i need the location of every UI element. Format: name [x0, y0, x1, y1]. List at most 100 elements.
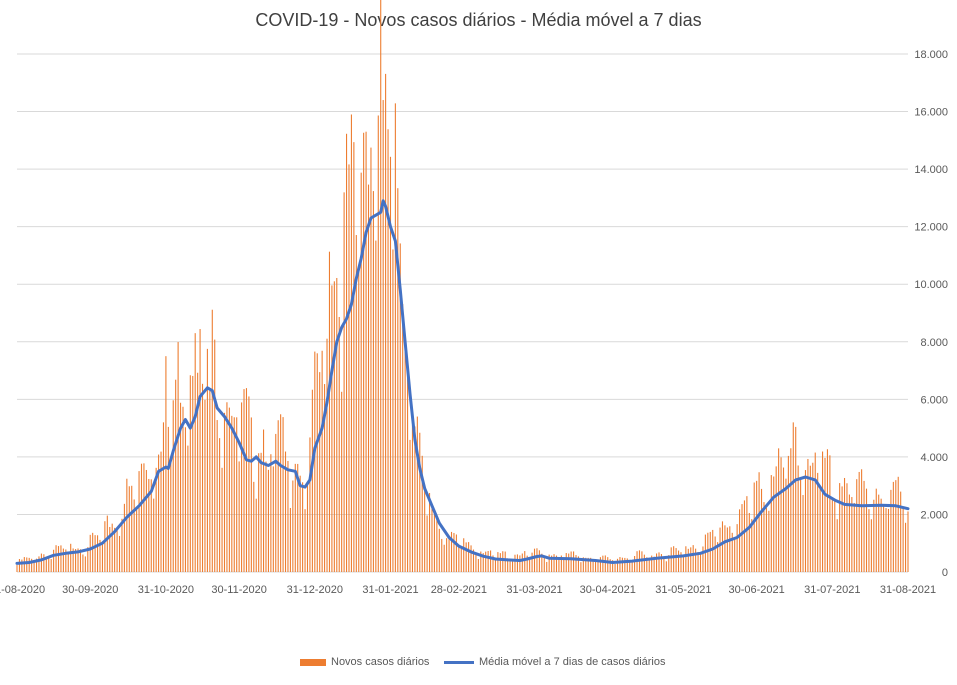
- bar: [180, 402, 182, 572]
- bar: [580, 562, 582, 572]
- bar: [775, 466, 777, 572]
- bar: [355, 235, 357, 573]
- bar: [787, 455, 789, 572]
- bar: [780, 457, 782, 572]
- bar: [363, 132, 365, 572]
- bar: [284, 451, 287, 572]
- bar: [885, 508, 887, 572]
- bar: [883, 504, 885, 572]
- bar: [704, 534, 706, 572]
- bar: [587, 557, 589, 572]
- bar: [697, 551, 699, 572]
- bar: [150, 479, 152, 572]
- bar: [634, 556, 636, 572]
- bar: [602, 555, 604, 572]
- bar: [660, 554, 662, 572]
- bar: [800, 477, 802, 572]
- bar: [26, 557, 28, 572]
- bar: [692, 545, 694, 572]
- bar: [228, 407, 230, 572]
- bar: [629, 561, 631, 572]
- bar: [890, 489, 892, 572]
- bar: [531, 552, 533, 572]
- bar: [538, 550, 540, 572]
- bar: [397, 188, 399, 572]
- bar: [394, 103, 396, 572]
- bar: [631, 562, 633, 572]
- bar: [770, 475, 772, 572]
- bar: [216, 420, 218, 572]
- y-tick-label: 12.000: [914, 222, 948, 234]
- bar: [558, 557, 560, 572]
- bar: [343, 192, 345, 572]
- bar: [524, 551, 526, 572]
- y-tick-label: 16.000: [914, 107, 948, 119]
- bar: [785, 478, 787, 572]
- bar: [836, 519, 838, 572]
- bar: [287, 460, 289, 572]
- bar: [153, 498, 155, 572]
- bar: [433, 512, 435, 572]
- bar: [548, 554, 550, 572]
- bar: [250, 417, 252, 572]
- bar: [221, 467, 223, 572]
- bar: [756, 480, 758, 572]
- bar: [668, 555, 670, 572]
- bar: [555, 555, 558, 572]
- bar: [38, 556, 40, 572]
- bar: [275, 433, 277, 572]
- bar: [599, 557, 601, 572]
- bar: [338, 316, 340, 572]
- bar: [133, 499, 135, 572]
- bar: [841, 486, 843, 572]
- bar: [807, 458, 809, 572]
- bar: [99, 539, 101, 572]
- bar: [543, 557, 545, 572]
- bar: [868, 509, 870, 572]
- y-tick-label: 4.000: [920, 452, 948, 464]
- bar: [748, 512, 750, 572]
- bar: [387, 129, 389, 573]
- bar: [502, 551, 504, 572]
- bar: [35, 558, 38, 572]
- bar: [138, 471, 140, 572]
- bar: [573, 551, 575, 572]
- bar: [795, 426, 797, 572]
- bar: [226, 402, 228, 572]
- bar: [475, 554, 477, 572]
- bar: [75, 549, 77, 572]
- bar: [814, 452, 816, 572]
- bar: [236, 417, 238, 572]
- bar: [663, 557, 665, 572]
- bar: [843, 477, 846, 572]
- gridlines: [17, 53, 908, 573]
- bar: [768, 510, 770, 572]
- bar: [324, 384, 326, 572]
- bar: [50, 559, 52, 572]
- bar: [734, 538, 736, 572]
- bar: [431, 503, 433, 572]
- bar: [189, 375, 191, 572]
- bar: [687, 548, 689, 572]
- bar: [438, 528, 440, 572]
- bar: [763, 502, 765, 572]
- bar: [292, 480, 294, 572]
- bar: [18, 559, 20, 572]
- bar: [319, 372, 321, 572]
- bar: [551, 555, 553, 572]
- bar: [504, 551, 506, 572]
- bar: [201, 383, 204, 572]
- bar: [507, 558, 509, 572]
- bar: [419, 432, 421, 572]
- bar: [856, 479, 858, 572]
- x-tick-label: 28-02-2021: [431, 584, 487, 596]
- bar: [265, 461, 267, 572]
- bar: [665, 561, 667, 572]
- bar: [360, 172, 362, 572]
- bar: [626, 558, 628, 572]
- bar: [743, 500, 745, 572]
- bar: [106, 515, 108, 572]
- bar: [270, 454, 272, 572]
- y-tick-label: 8.000: [920, 337, 948, 349]
